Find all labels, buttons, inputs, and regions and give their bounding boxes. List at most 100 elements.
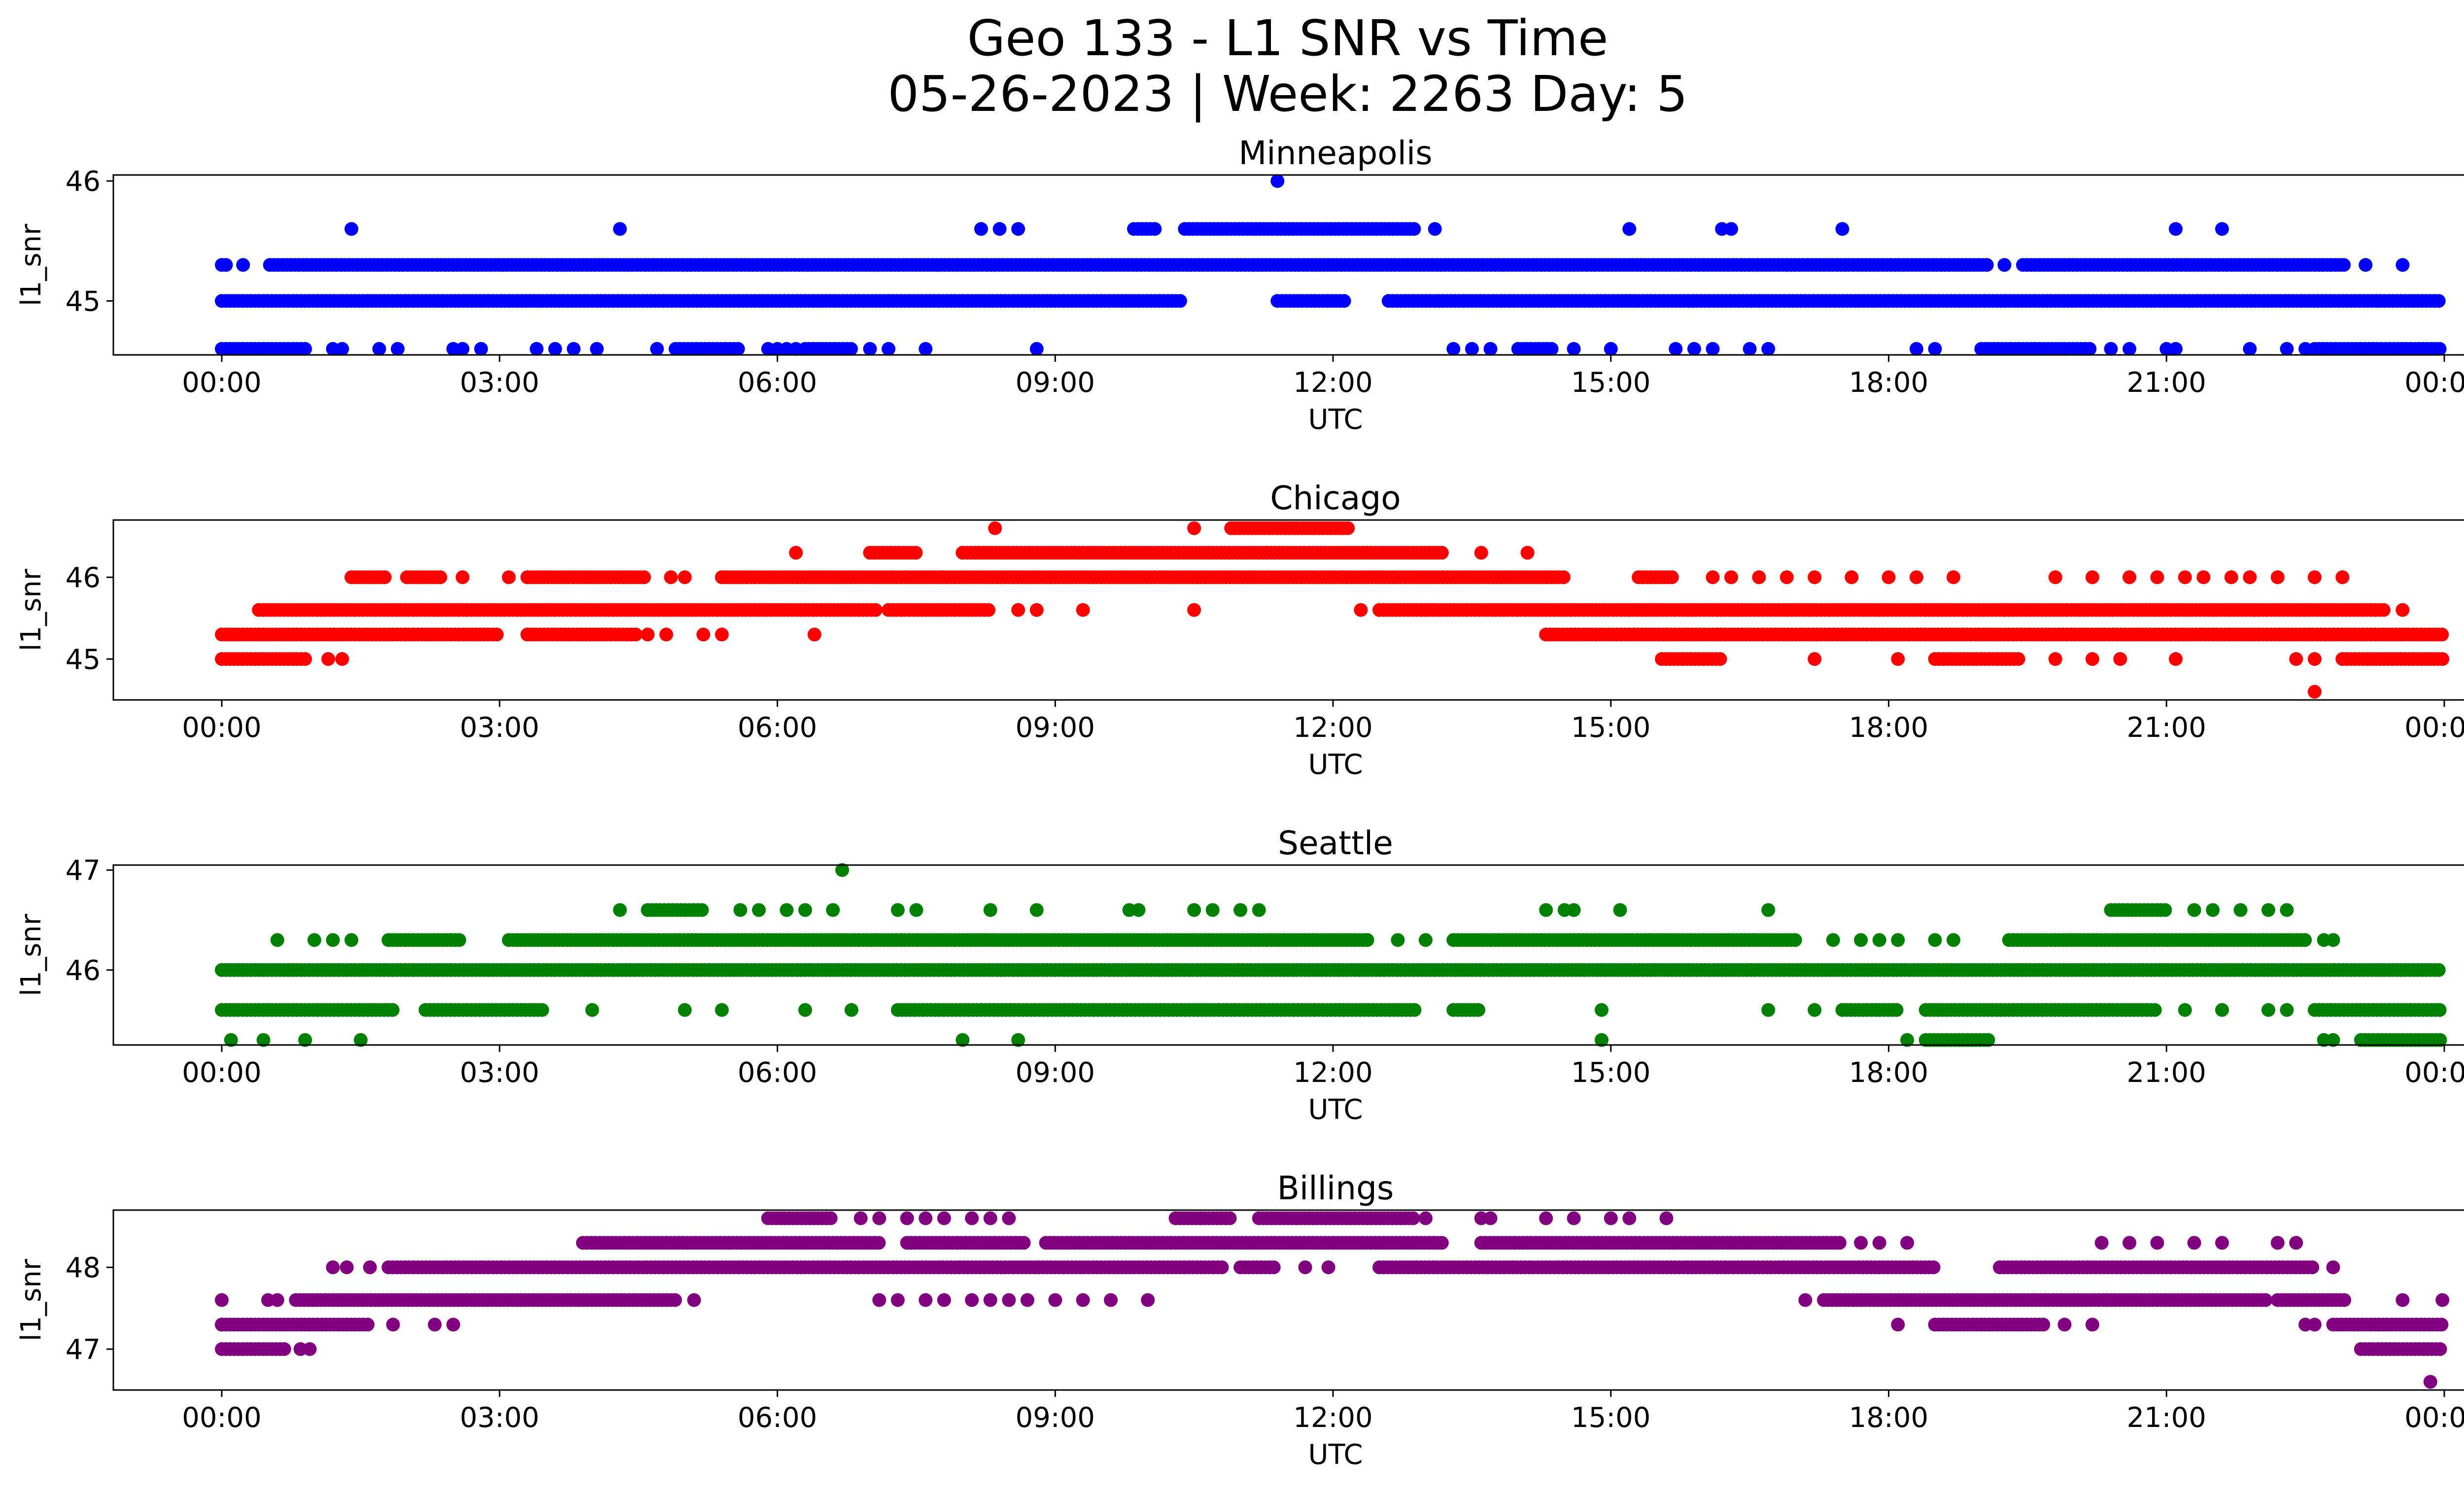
data-point (1407, 222, 1421, 236)
data-point (2396, 1293, 2410, 1307)
data-point (219, 258, 233, 272)
data-point (974, 222, 988, 236)
data-point (1539, 903, 1553, 917)
data-point (2085, 1318, 2099, 1332)
data-point (2307, 1318, 2322, 1332)
data-point (1076, 1293, 1090, 1307)
data-point (890, 1293, 905, 1307)
data-point (1761, 342, 1776, 356)
x-tick-label: 00:00 (2404, 1057, 2464, 1089)
data-point (2187, 903, 2201, 917)
data-point (2122, 570, 2137, 585)
data-point (2178, 570, 2192, 585)
data-point (1337, 294, 1351, 308)
data-point (992, 222, 1007, 236)
x-tick-label: 09:00 (1016, 712, 1095, 744)
data-point (2233, 903, 2248, 917)
data-point (2196, 570, 2211, 585)
data-point (535, 1003, 549, 1017)
data-point (433, 570, 447, 585)
data-point (2432, 1003, 2447, 1017)
data-point (798, 1003, 812, 1017)
data-point (863, 342, 877, 356)
data-point (1854, 933, 1868, 947)
data-point (678, 570, 692, 585)
data-point (1891, 933, 1905, 947)
data-point (277, 1342, 291, 1356)
x-tick-label: 00:00 (2404, 367, 2464, 399)
data-point (1215, 1260, 1229, 1275)
data-point (455, 570, 470, 585)
y-axis-label: l1_snr (15, 913, 47, 996)
data-point (1669, 342, 1683, 356)
x-tick-label: 12:00 (1293, 712, 1372, 744)
data-point (2206, 903, 2220, 917)
x-tick-label: 06:00 (738, 712, 817, 744)
data-point (956, 1033, 970, 1047)
data-point (659, 627, 673, 642)
data-point (2435, 652, 2450, 666)
data-point (1029, 603, 1044, 617)
scatter-series (215, 521, 2450, 699)
x-tick-label: 18:00 (1849, 367, 1928, 399)
data-point (1446, 342, 1461, 356)
data-point (1947, 933, 1960, 947)
data-point (2085, 652, 2099, 666)
data-point (1613, 903, 1627, 917)
data-point (2433, 1033, 2447, 1047)
data-point (386, 1318, 400, 1332)
data-point (1465, 342, 1479, 356)
x-tick-label: 09:00 (1016, 1057, 1095, 1089)
y-tick-label: 45 (66, 644, 101, 676)
data-point (1418, 933, 1433, 947)
data-point (529, 342, 544, 356)
data-point (1148, 222, 1162, 236)
data-point (446, 1318, 460, 1332)
y-tick-label: 47 (66, 855, 101, 887)
data-point (326, 1260, 340, 1275)
scatter-series (215, 174, 2447, 356)
data-point (844, 1003, 858, 1017)
data-point (613, 222, 627, 236)
data-point (1900, 1033, 1915, 1047)
data-point (1981, 1033, 1995, 1047)
data-point (2104, 342, 2118, 356)
data-point (2048, 652, 2062, 666)
data-point (2289, 652, 2303, 666)
data-point (687, 1293, 701, 1307)
data-point (2243, 570, 2257, 585)
data-point (2150, 570, 2164, 585)
data-point (844, 342, 858, 356)
data-point (2270, 570, 2285, 585)
data-point (1891, 1318, 1905, 1332)
data-point (1048, 1293, 1062, 1307)
data-point (340, 1260, 354, 1275)
data-point (678, 1003, 692, 1017)
data-point (1780, 570, 1794, 585)
data-point (1428, 222, 1442, 236)
data-point (882, 342, 895, 356)
data-point (2261, 1003, 2275, 1017)
data-point (1798, 1293, 1813, 1307)
data-point (1011, 222, 1026, 236)
data-point (1173, 294, 1187, 308)
data-point (1407, 1003, 1422, 1017)
data-point (2178, 1003, 2192, 1017)
data-point (1761, 1003, 1776, 1017)
axes-frame (112, 519, 2464, 701)
data-point (2431, 963, 2446, 977)
data-point (1909, 342, 1923, 356)
data-point (695, 903, 709, 917)
y-axis-label: l1_snr (15, 223, 47, 306)
data-point (2158, 903, 2172, 917)
x-axis-label: UTC (1308, 1094, 1363, 1126)
data-point (1556, 570, 1571, 585)
data-point (2057, 1318, 2072, 1332)
data-point (1622, 222, 1637, 236)
data-point (567, 342, 581, 356)
data-point (1341, 521, 1355, 535)
data-point (385, 1003, 400, 1017)
data-point (1687, 342, 1701, 356)
data-point (1187, 903, 1201, 917)
